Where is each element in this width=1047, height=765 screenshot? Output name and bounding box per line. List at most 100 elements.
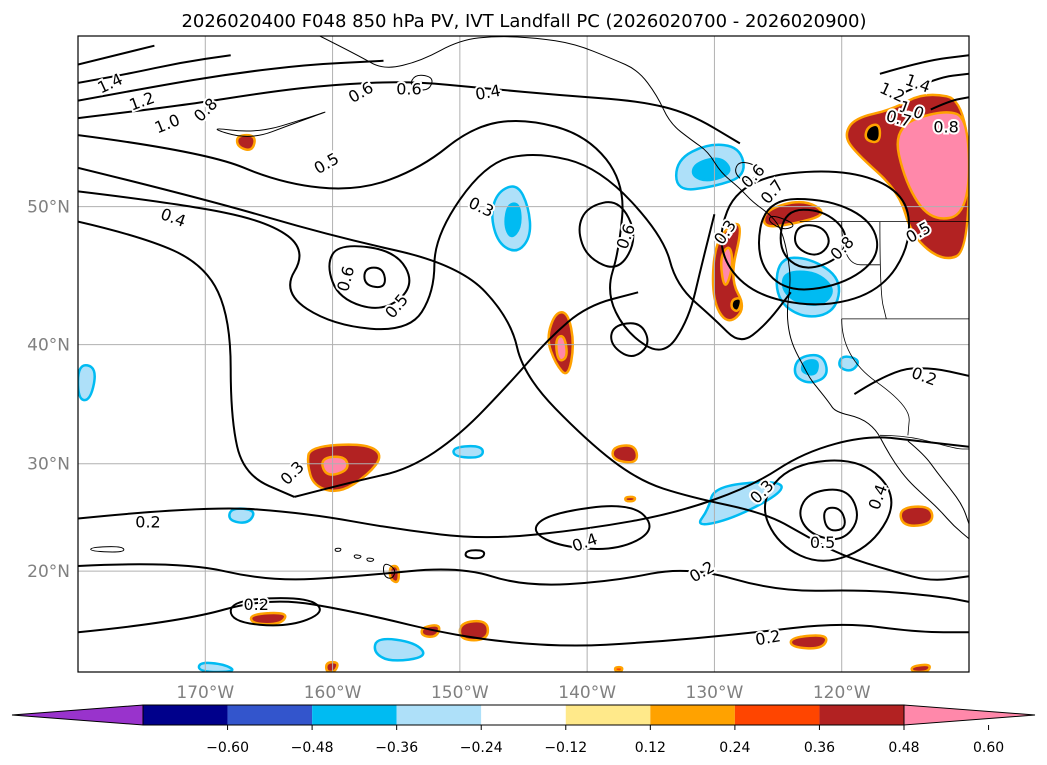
ivt-region-10 [698,481,783,526]
lon-tick-label: 140°W [558,683,616,703]
map-background [78,36,969,672]
pv-contour-23 [229,597,321,627]
pv-contour-19 [799,488,858,541]
colorbar-tick-label: −0.36 [375,740,418,756]
colorbar-frame [142,704,905,726]
lat-tick-label: 50°N [27,198,70,218]
lon-tick-label: 120°W [813,683,871,703]
ivt-region-5 [781,270,833,306]
pv-contour-6 [78,59,384,102]
lon-tick-label: 160°W [304,683,362,703]
pv-contour-16 [794,224,830,256]
political-border-4 [879,221,887,319]
ivt-region-31 [789,634,828,650]
pv-contour-20 [823,506,846,532]
lat-tick-label: 20°N [27,562,70,582]
island-3 [334,547,342,552]
ivt-region-22 [762,200,823,228]
pv-contour-8 [78,44,155,66]
colorbar-tick-label: 0.36 [804,740,835,756]
pv-contour-3 [78,166,969,581]
ivt-region-9 [452,444,485,459]
colorbar-tick-label: 0.24 [719,740,750,756]
pv-contour-22 [464,549,486,560]
colorbar-tick-label: −0.12 [544,740,587,756]
island-0 [382,563,396,579]
pv-contour-7 [78,54,231,84]
contour-label-25: 0.2 [135,513,160,532]
pv-contour-28 [904,72,969,93]
ivt-region-26 [611,444,639,464]
island-6 [410,74,433,91]
pv-contour-17 [720,170,911,306]
pv-contour-26 [853,367,969,395]
pv-contour-27 [930,96,969,111]
contour-label-21: 0.8 [933,118,958,137]
ivt-region-25 [864,123,882,144]
colorbar-extend-low [11,704,144,726]
pv-contour-5 [78,81,741,145]
colorbar-tick-label: 0.12 [635,740,666,756]
colorbar-tick-label: −0.60 [206,740,249,756]
ivt-region-27 [899,505,934,527]
pv-contour-4 [78,119,716,351]
ivt-region-1 [504,202,522,238]
pv-contour-0 [78,436,969,539]
ivt-region-3 [691,157,731,182]
colorbar-extend-high [903,704,1036,726]
coastline-gulf-of-california [907,440,969,525]
pv-contour-2 [78,563,969,603]
colorbar-swatch-4 [481,705,566,725]
ivt-region-30 [249,611,287,626]
contour-label-29: 0.5 [810,533,835,552]
colorbar-swatch-0 [143,705,228,725]
pv-contour-24 [294,291,639,498]
ivt-region-34 [910,663,931,672]
pv-contour-1 [78,600,969,647]
lat-tick-label: 30°N [27,455,70,475]
pv-contour-13 [610,322,649,357]
island-1 [366,557,375,562]
pv-contour-15 [779,208,847,269]
pv-contour-18 [763,459,893,562]
pv-contour-21 [534,505,651,550]
pv-contour-9 [78,153,792,341]
lon-tick-label: 170°W [176,683,234,703]
contour-label-5: 0.6 [396,79,421,98]
pv-contour-10 [328,245,411,309]
island-8 [768,215,794,230]
island-5 [216,111,326,137]
ivt-region-12 [78,363,96,402]
ivt-region-21 [730,297,743,313]
pv-contour-14 [757,198,879,291]
ivt-region-32 [235,133,256,151]
colorbar-swatch-2 [312,705,397,725]
ivt-region-13 [373,637,425,662]
ivt-filled-regions [78,93,969,672]
lon-tick-label: 130°W [686,683,744,703]
island-7 [735,162,761,181]
ivt-region-33 [324,660,339,672]
colorbar: −0.60 −0.48 −0.36 −0.24 −0.12 0.12 0.24 0.36 0.4… [11,704,1036,756]
lat-tick-label: 40°N [27,336,70,356]
ivt-region-28 [458,619,490,642]
colorbar-swatch-5 [565,705,651,725]
pv-contours [78,44,969,647]
colorbar-tick-label: 0.60 [973,740,1004,756]
colorbar-tick-label: 0.48 [888,740,919,756]
ivt-region-16 [321,455,349,476]
lon-tick-label: 150°W [431,683,489,703]
map-frame [77,35,970,673]
ivt-region-36 [624,495,637,503]
island-4 [90,546,125,553]
ivt-region-35 [613,665,624,672]
pv-contour-12 [578,201,635,268]
colorbar-tick-label: −0.24 [460,740,503,756]
island-2 [353,554,362,559]
axis-tick-labels: 170°W 160°W 150°W 140°W 130°W 120°W 20°N 30°N 40… [27,198,871,703]
colorbar-swatch-8 [819,705,904,725]
colorbar-swatch-7 [734,705,820,725]
ivt-region-11 [228,507,255,524]
contour-label-31: 0.2 [243,595,268,614]
